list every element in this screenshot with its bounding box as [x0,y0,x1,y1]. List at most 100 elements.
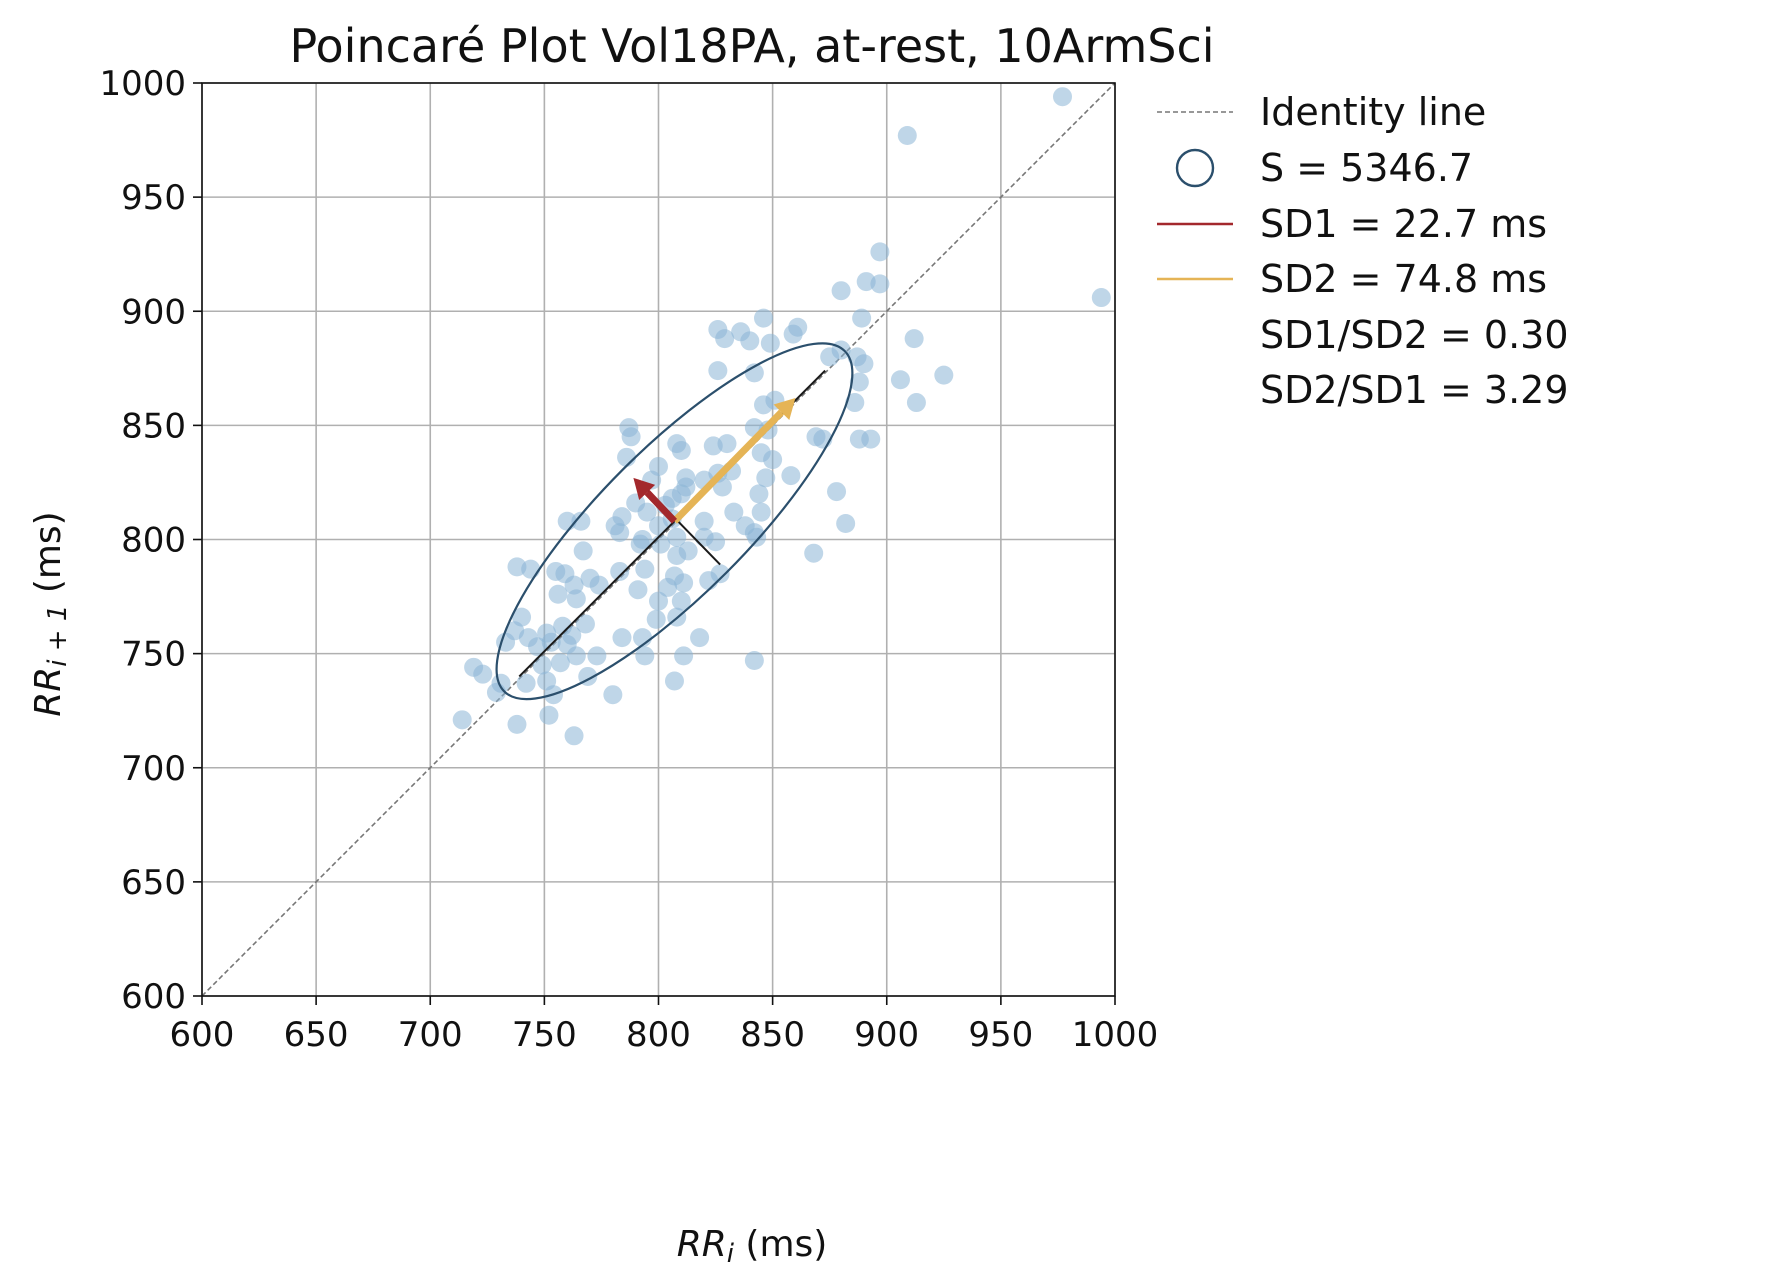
data-point [788,317,808,337]
scatter-points [452,87,1111,746]
sd1-arrow-head [633,477,656,500]
y-axis-label: RRi + 1 (ms) [28,511,73,716]
data-point [575,614,595,634]
y-tick-label: 800 [121,521,186,561]
data-point [753,308,773,328]
data-point [564,726,584,746]
data-point [744,523,764,543]
data-point [671,440,691,460]
data-point [827,482,847,502]
data-point [473,664,493,684]
data-point [845,393,865,413]
data-point [708,361,728,381]
data-point [678,541,698,561]
y-tick-label: 950 [121,178,186,218]
data-point [706,532,726,552]
legend-label: SD1 = 22.7 ms [1260,202,1547,246]
x-tick-label: 600 [170,1015,235,1055]
data-point [635,646,655,666]
data-point [756,468,776,488]
data-point [491,673,511,693]
legend-label: Identity line [1260,90,1486,134]
data-point [870,274,890,294]
data-point [712,477,732,497]
data-point [621,427,641,447]
data-point [521,559,541,579]
legend-label: S = 5346.7 [1260,146,1473,190]
x-tick-label: 950 [968,1015,1033,1055]
sd2-arrow [671,397,796,524]
axis-ticks: 600 650 700 750 800 850 900 950 1000 600 650 700 750… [99,64,1158,1055]
x-tick-label: 650 [284,1015,349,1055]
data-point [541,632,561,652]
y-axis-label-sub: i + 1 [43,605,73,667]
legend: Identity line S = 5346.7 SD1 = 22.7 ms SD2 … [1157,90,1569,412]
data-point [649,516,668,536]
data-point [760,333,780,353]
data-point [849,372,869,392]
x-axis-label-sub: i [727,1239,735,1269]
data-point [861,429,881,449]
legend-label: SD1/SD2 = 0.30 [1260,313,1569,357]
data-point [507,714,527,734]
data-point [710,564,730,584]
data-point [897,125,917,145]
data-point [612,628,632,648]
identity-line-layer [201,82,1116,997]
x-axis-label: RRi (ms) [677,1224,828,1269]
data-point [781,466,801,486]
sd-overlay [495,342,854,701]
data-point [658,577,678,597]
legend-label: SD2/SD1 = 3.29 [1260,368,1569,412]
data-point [674,646,694,666]
data-point [906,393,926,413]
data-point [749,484,769,504]
data-point [831,281,851,301]
data-point [630,534,650,554]
data-point [532,655,552,675]
data-point [715,329,735,349]
data-point [1091,288,1111,308]
x-axis-label-base: RR [677,1224,727,1265]
data-point [836,514,856,534]
data-point [753,395,773,415]
data-point [674,573,694,593]
data-point [610,523,630,543]
data-point [603,685,623,705]
data-point [646,609,666,629]
sd1-arrow [633,477,678,524]
data-point [573,541,593,561]
data-point [628,580,648,600]
x-tick-label: 900 [854,1015,919,1055]
data-point [617,447,637,467]
x-tick-label: 700 [398,1015,463,1055]
data-point [635,559,655,579]
data-point [571,511,591,531]
data-point [744,650,764,670]
legend-label: SD2 = 74.8 ms [1260,257,1547,301]
data-point [651,534,671,554]
chart-title: Poincaré Plot Vol18PA, at-rest, 10ArmSci [289,19,1214,73]
data-point [852,308,872,328]
y-tick-label: 900 [121,292,186,332]
sd1-arrow-shaft [644,489,678,524]
y-axis-label-unit: (ms) [28,511,69,604]
data-point [724,502,744,522]
sd2-arrow-head [773,397,796,420]
y-tick-label: 700 [121,749,186,789]
x-tick-label: 800 [626,1015,691,1055]
data-point [548,584,568,604]
y-tick-label: 600 [121,977,186,1017]
data-point [694,511,714,531]
data-point [740,331,760,351]
data-point [589,575,609,595]
data-point [717,434,737,454]
data-point [671,591,691,611]
y-axis-label-base: RR [28,667,69,717]
data-point [690,628,710,648]
sd-ellipse [495,342,854,701]
data-point [804,543,824,563]
data-point [550,653,570,673]
data-point [870,242,890,262]
y-tick-label: 850 [121,406,186,446]
